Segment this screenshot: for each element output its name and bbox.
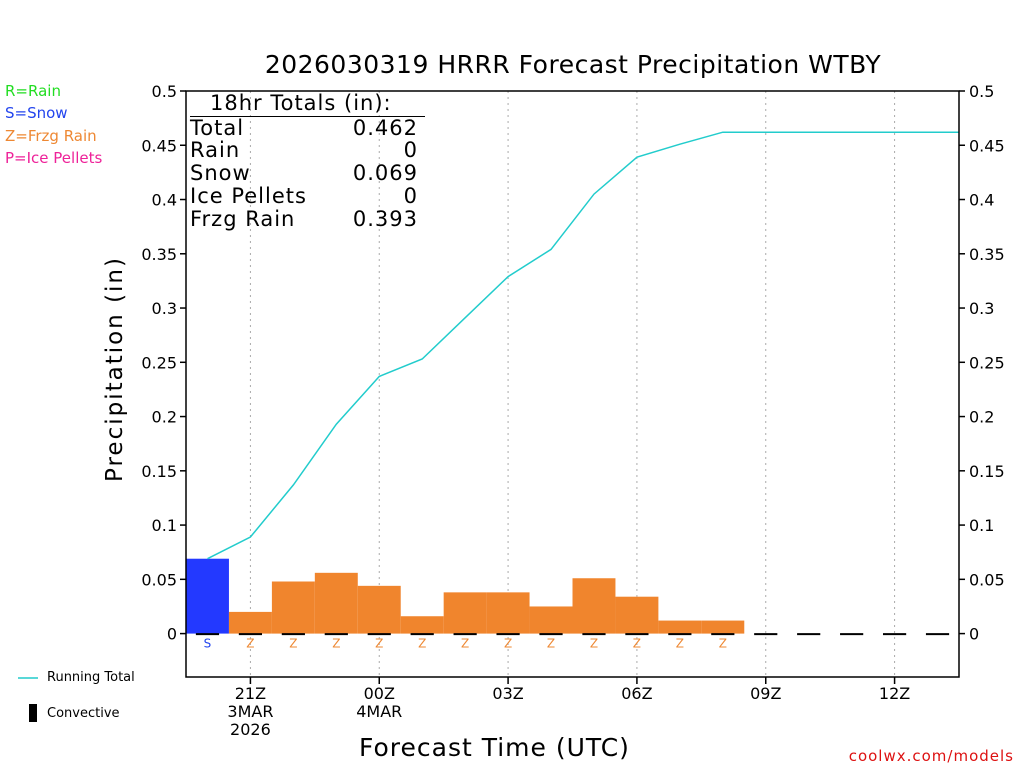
precip-type-letter: Z: [289, 637, 297, 651]
bar-hour-23: [314, 572, 358, 634]
bar-hour-22: [271, 581, 315, 634]
y-tick-label-right: 0: [969, 625, 979, 644]
precip-type-letter: S: [204, 637, 212, 651]
y-tick-label-right: 0.05: [969, 570, 1005, 589]
y-tick-label-left: 0: [167, 625, 177, 644]
precip-type-letter: Z: [375, 637, 383, 651]
y-tick-label-right: 0.35: [969, 245, 1005, 264]
bar-hour-32: [701, 620, 745, 634]
bar-hour-27: [486, 592, 530, 634]
y-tick-label-right: 0.3: [969, 299, 994, 318]
totals-label: Snow: [190, 161, 251, 186]
totals-value: 0: [403, 138, 418, 163]
bar-hour-21: [228, 611, 272, 634]
bar-hour-29: [572, 578, 616, 634]
precip-type-letter: Z: [246, 637, 254, 651]
x-tick-label: 2026: [230, 720, 271, 739]
bar-hour-20: [186, 558, 229, 634]
y-tick-label-left: 0.1: [152, 516, 177, 535]
totals-header: 18hr Totals (in):: [190, 92, 425, 117]
x-tick-label: 12Z: [879, 684, 910, 703]
precip-type-letter: Z: [676, 637, 684, 651]
x-tick-label: 21Z: [235, 684, 266, 703]
chart-title: 2026030319 HRRR Forecast Precipitation W…: [264, 50, 882, 79]
y-tick-label-left: 0.2: [152, 408, 177, 427]
totals-row-frzg-rain: Frzg Rain 0.393: [190, 206, 418, 231]
y-tick-label-left: 0.05: [141, 570, 177, 589]
legend-rain: R=Rain: [5, 82, 61, 100]
x-tick-label: 09Z: [750, 684, 781, 703]
precip-type-letter: Z: [719, 637, 727, 651]
y-tick-label-left: 0.35: [141, 245, 177, 264]
y-tick-label-left: 0.3: [152, 299, 177, 318]
bar-hour-28: [529, 606, 573, 634]
legend-snow: S=Snow: [5, 104, 68, 122]
x-tick-label: 4MAR: [356, 702, 402, 721]
y-tick-label-right: 0.4: [969, 191, 994, 210]
totals-row-ice-pellets: Ice Pellets 0: [190, 185, 418, 208]
running-total-line: [207, 131, 959, 560]
y-tick-label-right: 0.5: [969, 82, 994, 101]
y-tick-label-right: 0.15: [969, 462, 1005, 481]
y-axis-ticks: 0 0 0.05 0.05 0.1 0.1 0.15 0.15 0.2 0.2 0.25 0.25 0.…: [141, 82, 1004, 644]
y-tick-label-right: 0.1: [969, 516, 994, 535]
legend-frzg-rain: Z=Frzg Rain: [5, 127, 97, 145]
bar-hour-26: [443, 592, 487, 634]
precip-type-letter: Z: [332, 637, 340, 651]
y-tick-label-right: 0.25: [969, 353, 1005, 372]
precip-bars: [186, 558, 745, 634]
precip-type-letter: Z: [633, 637, 641, 651]
totals-box: 18hr Totals (in): Total 0.462 Rain 0 Sno…: [190, 92, 430, 230]
totals-label: Rain: [190, 138, 241, 163]
totals-row-rain: Rain 0: [190, 139, 418, 162]
x-tick-label: 03Z: [492, 684, 523, 703]
y-tick-label-left: 0.25: [141, 353, 177, 372]
x-tick-label: 00Z: [364, 684, 395, 703]
totals-row-snow: Snow 0.069: [190, 162, 418, 185]
x-tick-label: 3MAR: [227, 702, 273, 721]
bar-hour-24: [357, 585, 401, 634]
y-tick-label-right: 0.2: [969, 408, 994, 427]
legend-ice-pellets: P=Ice Pellets: [5, 149, 103, 167]
y-tick-label-right: 0.45: [969, 136, 1005, 155]
convective-legend-label: Convective: [47, 706, 120, 721]
totals-value: 0.393: [352, 206, 418, 231]
totals-label: Frzg Rain: [190, 206, 296, 231]
vertical-gridlines: [249, 91, 896, 677]
totals-label: Total: [190, 115, 245, 140]
precip-type-letter: Z: [547, 637, 555, 651]
y-tick-label-left: 0.45: [141, 136, 177, 155]
y-tick-label-left: 0.5: [152, 82, 177, 101]
running-total-legend-label: Running Total: [47, 670, 135, 685]
totals-value: 0.462: [352, 115, 418, 140]
precip-type-letter: Z: [504, 637, 512, 651]
bar-hour-25: [400, 616, 444, 634]
precip-type-letter: Z: [590, 637, 598, 651]
totals-value: 0: [403, 183, 418, 208]
x-tick-label: 06Z: [621, 684, 652, 703]
bar-hour-30: [615, 596, 659, 634]
y-tick-label-left: 0.15: [141, 462, 177, 481]
source-credit: coolwx.com/models: [848, 747, 1014, 765]
x-axis-label: Forecast Time (UTC): [359, 733, 630, 762]
y-axis-label: Precipitation (in): [102, 256, 128, 482]
plot-frame: [185, 90, 960, 678]
precip-type-letter: Z: [461, 637, 469, 651]
totals-label: Ice Pellets: [190, 183, 307, 208]
y-tick-label-left: 0.4: [152, 191, 177, 210]
totals-value: 0.069: [352, 161, 418, 186]
convective-legend-swatch: [29, 704, 37, 722]
totals-row-total: Total 0.462: [190, 115, 418, 140]
precip-type-letter: Z: [418, 637, 426, 651]
bar-hour-31: [658, 620, 702, 634]
